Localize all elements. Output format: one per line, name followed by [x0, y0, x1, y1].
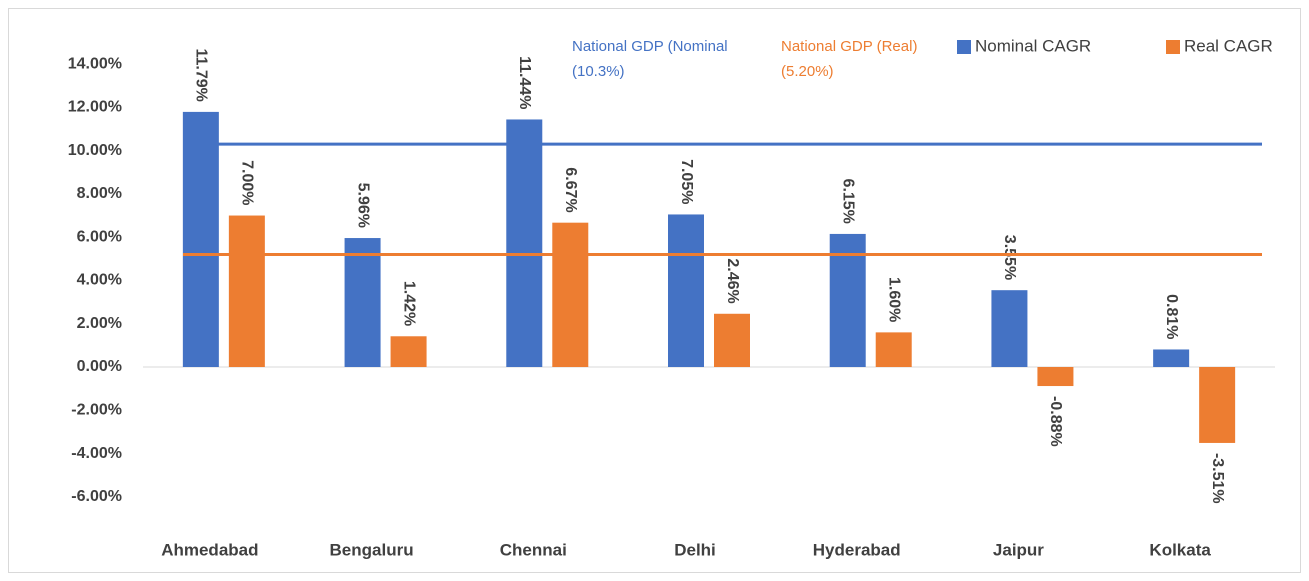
data-label: 11.79% [193, 49, 210, 102]
bar [1153, 349, 1190, 367]
y-tick-label: 4.00% [77, 272, 122, 289]
data-label: 3.55% [1001, 235, 1018, 280]
y-tick-label: 6.00% [77, 228, 122, 245]
data-label: 2.46% [724, 258, 741, 303]
bar [829, 233, 866, 367]
y-tick-label: 12.00% [68, 99, 122, 116]
y-tick-label: 0.00% [77, 358, 122, 375]
data-label: -3.51% [1209, 453, 1226, 504]
bar [506, 119, 543, 367]
y-tick-label: -6.00% [71, 488, 122, 505]
legend-swatch [957, 40, 971, 54]
legend-label: Nominal CAGR [975, 36, 1091, 55]
bar [668, 214, 704, 367]
data-label: 7.05% [678, 159, 695, 204]
x-tick-label: Hyderabad [813, 540, 901, 559]
reference-label: National GDP (Nominal [572, 38, 728, 55]
bar [875, 332, 912, 367]
x-tick-label: Ahmedabad [161, 540, 258, 559]
data-label: 6.67% [562, 167, 579, 212]
x-tick-label: Kolkata [1149, 540, 1211, 559]
bar [344, 238, 381, 367]
x-tick-label: Bengaluru [330, 540, 414, 559]
legend-swatch [1166, 40, 1180, 54]
reference-label: (5.20%) [781, 63, 834, 80]
y-tick-label: 10.00% [68, 142, 122, 159]
y-tick-label: -4.00% [71, 445, 122, 462]
bar [1199, 367, 1236, 443]
x-tick-label: Jaipur [993, 540, 1044, 559]
bar [714, 313, 750, 367]
chart-border [8, 8, 1301, 573]
bar [182, 111, 219, 367]
reference-label: (10.3%) [572, 63, 625, 80]
reference-label: National GDP (Real) [781, 38, 917, 55]
data-label: 6.15% [839, 179, 856, 224]
y-tick-label: 2.00% [77, 315, 122, 332]
y-tick-label: 14.00% [68, 55, 122, 72]
bar [1037, 367, 1074, 387]
bar [228, 215, 265, 367]
y-tick-label: -2.00% [71, 401, 122, 418]
bar [991, 290, 1028, 367]
data-label: 7.00% [239, 160, 256, 205]
legend-label: Real CAGR [1184, 36, 1273, 55]
data-label: 1.42% [400, 281, 417, 326]
data-label: 1.60% [885, 277, 902, 322]
data-label: 5.96% [354, 183, 371, 228]
data-label: 0.81% [1163, 294, 1180, 339]
bar [552, 222, 589, 367]
bar [390, 336, 427, 367]
data-label: -0.88% [1047, 396, 1064, 447]
data-label: 11.44% [516, 56, 533, 109]
x-tick-label: Chennai [500, 540, 567, 559]
x-tick-label: Delhi [674, 540, 716, 559]
y-tick-label: 8.00% [77, 185, 122, 202]
